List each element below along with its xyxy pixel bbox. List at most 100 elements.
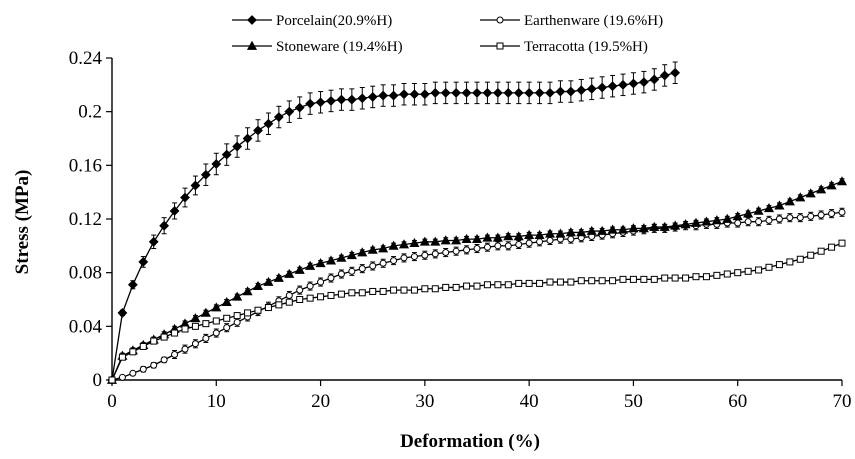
porcelain-point [492, 87, 503, 98]
terracotta-point [609, 277, 617, 285]
earthenware-point [525, 239, 533, 247]
terracotta-point [775, 261, 783, 269]
porcelain-point [399, 89, 409, 100]
terracotta-point [702, 273, 710, 281]
legend-marker-earthenware [496, 16, 504, 24]
porcelain-point [211, 159, 222, 169]
y-tick-label: 0.04 [69, 316, 103, 337]
terracotta-point [536, 279, 544, 287]
porcelain-point [461, 87, 472, 98]
porcelain-point [263, 118, 274, 129]
stoneware-point [555, 228, 566, 238]
earthenware-point [442, 249, 450, 257]
terracotta-point [390, 286, 398, 294]
porcelain-point [336, 94, 347, 105]
stoneware-point [649, 221, 660, 231]
terracotta-point [494, 281, 502, 289]
stoneware-point [242, 286, 253, 296]
porcelain-point [534, 87, 545, 98]
stoneware-point [200, 307, 211, 317]
earthenware-point [744, 218, 752, 226]
stoneware-point [451, 235, 462, 245]
legend-marker-porcelain [247, 15, 257, 25]
x-ticks: 0 10 20 30 40 50 60 70 [107, 380, 852, 412]
stoneware-point [440, 235, 451, 245]
terracotta-point [337, 290, 345, 298]
legend-label: Earthenware (19.6%H) [524, 13, 663, 29]
terracotta-point [327, 291, 335, 299]
terracotta-point [369, 287, 377, 295]
earthenware-point [379, 259, 387, 267]
y-ticks: 0 0.04 0.08 0.12 0.16 0.2 0.24 [69, 48, 112, 391]
series-stoneware [106, 176, 848, 384]
terracotta-point [723, 270, 731, 278]
terracotta-point [525, 279, 533, 287]
stoneware-point [378, 243, 389, 253]
earthenware-point [504, 242, 512, 250]
earthenware-point [463, 246, 471, 254]
earthenware-point [817, 211, 825, 219]
axes [111, 58, 842, 381]
stoneware-point [524, 229, 535, 239]
terracotta-point [129, 348, 137, 356]
stoneware-point [690, 217, 702, 227]
stoneware-point [430, 236, 441, 246]
terracotta-point [223, 314, 231, 322]
terracotta-point [546, 278, 554, 286]
porcelain-point [607, 81, 618, 92]
stoneware-point [346, 249, 357, 260]
terracotta-point [504, 281, 512, 289]
porcelain-point [378, 90, 389, 101]
earthenware-point [181, 345, 189, 353]
stoneware-point [221, 296, 232, 307]
earthenware-point [421, 251, 429, 259]
porcelain-point [180, 192, 190, 203]
terracotta-point [661, 274, 669, 282]
terracotta-point [317, 293, 325, 301]
earthenware-point [807, 212, 815, 220]
y-tick-label: 0 [93, 370, 103, 391]
porcelain-point [305, 98, 316, 109]
porcelain-point [503, 87, 514, 98]
earthenware-point [233, 318, 241, 326]
x-tick-label: 70 [833, 391, 852, 412]
earthenware-point [483, 243, 491, 251]
porcelain-point [513, 87, 524, 98]
terracotta-point [828, 243, 836, 251]
terracotta-point [202, 320, 210, 328]
stoneware-point [670, 220, 681, 230]
stoneware-point [471, 233, 483, 243]
earthenware-point [337, 270, 345, 278]
stoneware-point [367, 244, 378, 254]
terracotta-point [296, 296, 304, 303]
x-tick-label: 10 [207, 391, 226, 412]
porcelain-point [545, 87, 555, 98]
earthenware-point [171, 351, 179, 359]
porcelain-point [649, 74, 660, 85]
terracotta-point [640, 275, 648, 283]
terracotta-point [264, 304, 272, 312]
y-tick-label: 0.08 [69, 263, 102, 284]
terracotta-point [713, 271, 721, 279]
porcelain-point [127, 279, 138, 290]
terracotta-point [118, 353, 126, 361]
stoneware-point [513, 231, 524, 241]
terracotta-point [807, 251, 815, 259]
stoneware-point [711, 215, 722, 225]
earthenware-point [202, 334, 210, 342]
stoneware-point [701, 216, 712, 226]
porcelain-point [482, 87, 493, 98]
terracotta-point [692, 273, 700, 281]
porcelain-point [138, 257, 149, 267]
x-tick-label: 0 [107, 391, 117, 412]
legend-label: Terracotta (19.5%H) [524, 39, 648, 55]
earthenware-point [567, 235, 575, 243]
earthenware-point [118, 373, 126, 381]
porcelain-point [524, 87, 535, 98]
porcelain-point [273, 112, 284, 122]
porcelain-point [419, 89, 430, 100]
porcelain-point [586, 83, 597, 94]
y-axis-title: Stress (MPa) [12, 170, 33, 275]
stoneware-point [482, 232, 493, 242]
earthenware-point [734, 219, 742, 227]
